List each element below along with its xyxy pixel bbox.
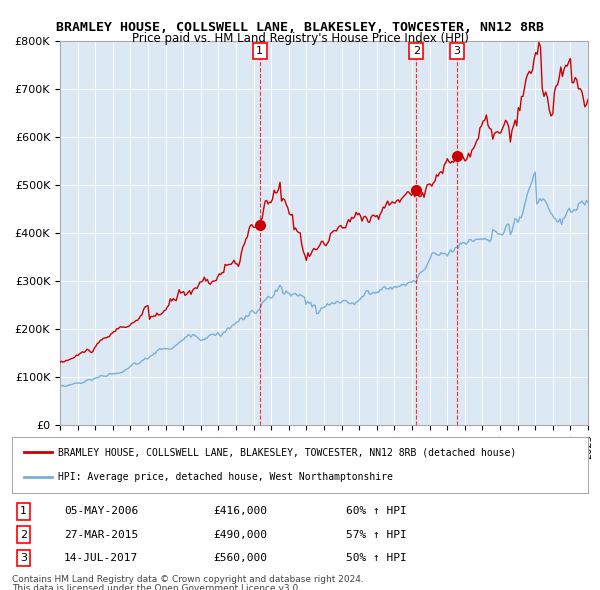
Text: HPI: Average price, detached house, West Northamptonshire: HPI: Average price, detached house, West… xyxy=(58,472,393,482)
Text: BRAMLEY HOUSE, COLLSWELL LANE, BLAKESLEY, TOWCESTER, NN12 8RB: BRAMLEY HOUSE, COLLSWELL LANE, BLAKESLEY… xyxy=(56,21,544,34)
Text: 60% ↑ HPI: 60% ↑ HPI xyxy=(346,506,407,516)
Text: 2: 2 xyxy=(413,46,420,56)
Text: £490,000: £490,000 xyxy=(214,530,268,539)
Text: 05-MAY-2006: 05-MAY-2006 xyxy=(64,506,138,516)
Text: 1: 1 xyxy=(20,506,27,516)
Text: 1: 1 xyxy=(256,46,263,56)
Text: £416,000: £416,000 xyxy=(214,506,268,516)
Text: 27-MAR-2015: 27-MAR-2015 xyxy=(64,530,138,539)
Text: 3: 3 xyxy=(453,46,460,56)
Text: This data is licensed under the Open Government Licence v3.0.: This data is licensed under the Open Gov… xyxy=(12,584,301,590)
Text: Contains HM Land Registry data © Crown copyright and database right 2024.: Contains HM Land Registry data © Crown c… xyxy=(12,575,364,584)
Text: BRAMLEY HOUSE, COLLSWELL LANE, BLAKESLEY, TOWCESTER, NN12 8RB (detached house): BRAMLEY HOUSE, COLLSWELL LANE, BLAKESLEY… xyxy=(58,447,517,457)
Text: 3: 3 xyxy=(20,553,27,563)
Text: 57% ↑ HPI: 57% ↑ HPI xyxy=(346,530,407,539)
Text: Price paid vs. HM Land Registry's House Price Index (HPI): Price paid vs. HM Land Registry's House … xyxy=(131,32,469,45)
Text: 14-JUL-2017: 14-JUL-2017 xyxy=(64,553,138,563)
Text: 2: 2 xyxy=(20,530,27,539)
Text: 50% ↑ HPI: 50% ↑ HPI xyxy=(346,553,407,563)
Text: £560,000: £560,000 xyxy=(214,553,268,563)
